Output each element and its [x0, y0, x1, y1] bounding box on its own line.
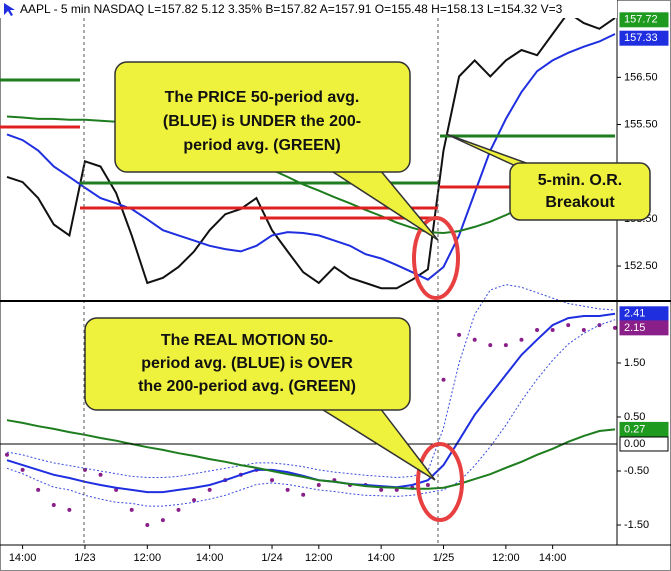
- plots: 152.50153.50155.50156.50157.72157.33-1.5…: [0, 11, 669, 564]
- x-tick-label: 14:00: [196, 552, 224, 564]
- value-tag: [619, 12, 669, 28]
- y-tick-label: 152.50: [624, 260, 658, 272]
- y-tick-label: -0.50: [624, 465, 649, 477]
- callout-text: The REAL MOTION 50-: [161, 332, 333, 349]
- dot: [285, 487, 290, 492]
- header-title: AAPL - 5 min NASDAQ L=157.82 5.12 3.35% …: [20, 2, 563, 16]
- value-tag-label: 157.33: [624, 32, 658, 44]
- value-tag-label: 2.41: [624, 308, 645, 320]
- dot: [129, 507, 134, 512]
- callout-text: period avg. (BLUE) is OVER: [141, 355, 353, 372]
- dot: [394, 487, 399, 492]
- callout-text: Breakout: [545, 194, 615, 211]
- dot: [207, 487, 212, 492]
- dot: [98, 472, 103, 477]
- dot: [5, 452, 9, 457]
- x-tick-label: 14:00: [539, 552, 567, 564]
- dot: [457, 332, 462, 337]
- value-tag: [619, 421, 669, 437]
- highlight-circle: [412, 216, 460, 300]
- callout-text: The PRICE 50-period avg.: [165, 89, 360, 106]
- value-tag-label: 2.15: [624, 322, 645, 334]
- value-tag-label: 157.72: [624, 14, 658, 26]
- callout: The PRICE 50-period avg. (BLUE) is UNDER…: [114, 61, 439, 241]
- value-tag-label: 0.00: [624, 438, 645, 450]
- series-line: [6, 319, 616, 507]
- dot: [441, 377, 446, 382]
- dot: [51, 503, 56, 508]
- x-tick-label: 12:00: [492, 552, 520, 564]
- x-tick-label: 1/23: [74, 552, 95, 564]
- callout-text: 5-min. O.R.: [538, 172, 622, 189]
- y-tick-label: 155.50: [624, 118, 658, 130]
- callout-text: the 200-period avg. (GREEN): [138, 378, 356, 395]
- dot: [114, 487, 119, 492]
- dot: [425, 483, 430, 488]
- dot: [581, 328, 586, 333]
- dot: [472, 337, 477, 342]
- callout-text: period avg. (GREEN): [183, 137, 340, 154]
- dot: [20, 467, 25, 472]
- y-tick-label: 0.50: [624, 411, 645, 423]
- callout: The REAL MOTION 50- period avg. (BLUE) i…: [84, 317, 436, 481]
- dot: [488, 343, 493, 348]
- dot: [301, 492, 306, 497]
- series-line: [6, 419, 616, 490]
- dot: [550, 328, 555, 333]
- dot: [566, 323, 571, 328]
- y-tick-label: 1.50: [624, 357, 645, 369]
- x-tick-label: 12:00: [134, 552, 162, 564]
- dot: [270, 478, 275, 483]
- dot: [613, 325, 617, 330]
- series-line: [6, 33, 616, 281]
- value-tag: [619, 436, 669, 452]
- dot: [535, 328, 540, 333]
- x-tick-label: 1/25: [433, 552, 454, 564]
- callout: 5-min. O.R. Breakout: [445, 133, 651, 221]
- header-bar: [0, 0, 617, 18]
- series-line: [6, 284, 616, 479]
- callout-text: (BLUE) is UNDER the 200-: [163, 113, 361, 130]
- value-tag: [619, 30, 669, 46]
- dot: [519, 337, 524, 342]
- y-tick-label: 156.50: [624, 71, 658, 83]
- dot: [36, 487, 41, 492]
- highlight-circle: [416, 442, 464, 522]
- x-tick-label: 14:00: [9, 552, 37, 564]
- dot: [176, 507, 181, 512]
- x-tick-label: 12:00: [305, 552, 333, 564]
- x-tick-label: 1/24: [261, 552, 282, 564]
- dot: [379, 487, 384, 492]
- dot: [192, 498, 197, 503]
- value-tag: [619, 320, 669, 336]
- dot: [67, 507, 72, 512]
- icon: [4, 3, 15, 16]
- y-tick-label: -1.50: [624, 519, 649, 531]
- series-line: [6, 11, 616, 290]
- dot: [145, 523, 150, 528]
- dot: [160, 518, 165, 523]
- x-tick-label: 14:00: [367, 552, 395, 564]
- dot: [503, 343, 508, 348]
- value-tag-label: 0.27: [624, 423, 645, 435]
- dot: [316, 483, 321, 488]
